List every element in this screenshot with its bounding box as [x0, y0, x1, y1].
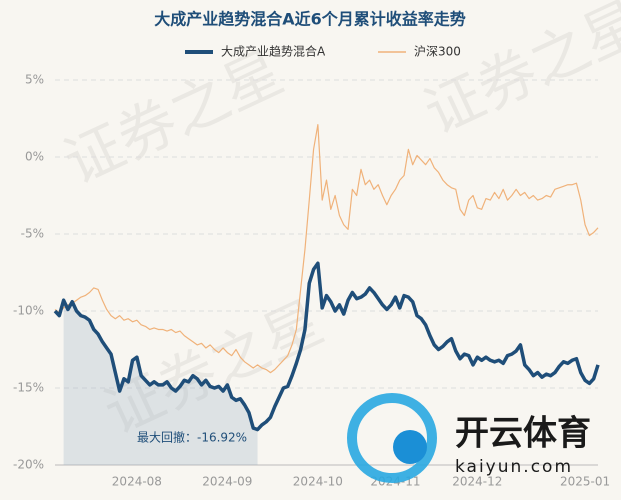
logo-ring [347, 393, 437, 483]
series-line [54, 124, 599, 374]
legend-label: 大成产业趋势混合A [221, 44, 326, 59]
drawdown-label: 最大回撤：-16.92% [137, 430, 247, 445]
x-tick-label: 2024-08 [112, 475, 162, 489]
y-tick-label: -15% [13, 381, 44, 395]
drawdown-area [63, 300, 258, 465]
series-line [53, 261, 600, 432]
x-tick-label: 2024-12 [452, 475, 502, 489]
y-tick-label: 0% [25, 150, 44, 164]
x-tick-label: 2025-01 [560, 475, 610, 489]
logo-url: kaiyun.com [455, 457, 573, 477]
logo-ball [393, 430, 427, 464]
y-tick-label: -20% [13, 458, 44, 472]
x-tick-label: 2024-09 [202, 475, 252, 489]
y-tick-label: -5% [21, 227, 44, 241]
logo-name: 开云体育 [455, 414, 591, 454]
y-tick-label: 5% [25, 73, 44, 87]
legend-label: 沪深300 [414, 45, 461, 59]
x-tick-label: 2024-10 [293, 475, 343, 489]
chart-title: 大成产业趋势混合A近6个月累计收益率走势 [154, 10, 466, 29]
y-tick-label: -10% [13, 304, 44, 318]
